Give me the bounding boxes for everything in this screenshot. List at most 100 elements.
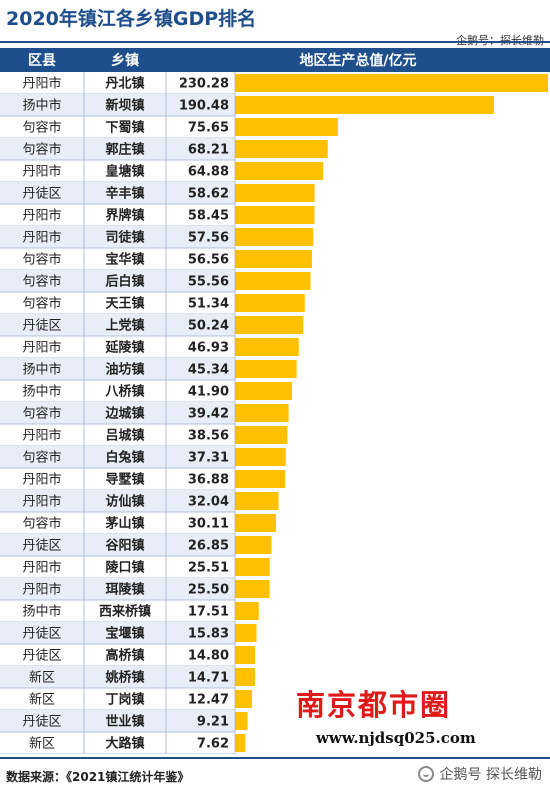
brand-credit-text: 企鹅号 探长维勒 [439,767,542,783]
gdp-value-label: 190.48 [179,99,229,114]
gdp-value-label: 14.71 [188,671,229,686]
row-stripe [0,622,235,644]
table-header-bg [0,48,550,72]
gdp-value-label: 7.62 [197,737,229,752]
town-cell: 郭庄镇 [105,142,144,158]
town-cell: 陵口镇 [105,560,144,576]
gdp-bar [235,470,286,488]
town-cell: 界牌镇 [105,208,144,224]
row-stripe [0,270,235,292]
town-cell: 茅山镇 [105,516,144,532]
county-cell: 丹阳市 [22,208,61,224]
town-cell: 司徒镇 [105,230,144,246]
gdp-bar [235,250,312,268]
town-cell: 延陵镇 [104,340,144,356]
gdp-bar [235,712,248,730]
gdp-value-label: 15.83 [188,627,229,642]
penguin-icon [417,766,434,782]
row-stripe [0,138,235,160]
county-cell: 句容市 [22,516,61,532]
county-cell: 扬中市 [22,604,61,620]
row-stripe [0,358,235,380]
town-cell: 世业镇 [105,714,144,730]
row-stripe [0,710,235,732]
gdp-bar [235,162,324,180]
town-cell: 宝堰镇 [105,626,144,642]
row-stripe [0,666,235,688]
gdp-bar [235,602,259,620]
gdp-bar [235,646,256,664]
column-header: 区县 [28,53,56,69]
watermark-logo: 南京都市圈 [296,688,452,722]
county-cell: 句容市 [22,142,61,158]
town-cell: 天王镇 [105,296,144,312]
town-cell: 丁岗镇 [105,692,144,708]
gdp-bar [235,272,311,290]
row-stripe [0,490,235,512]
gdp-value-label: 9.21 [197,715,229,730]
gdp-bar [235,338,299,356]
gdp-bar [235,448,286,466]
footer-divider [0,757,550,759]
gdp-bar [235,382,292,400]
gdp-value-label: 58.45 [188,209,229,224]
county-cell: 扬中市 [22,384,61,400]
row-stripe [0,94,235,116]
watermark-url: www.njdsq025.com [316,729,476,747]
town-cell: 导墅镇 [105,472,144,488]
gdp-value-label: 41.90 [188,385,229,400]
row-stripe [0,446,235,468]
gdp-value-label: 25.51 [188,561,229,576]
gdp-value-label: 51.34 [188,297,229,312]
county-cell: 丹徒区 [22,649,61,664]
county-cell: 丹徒区 [22,715,61,730]
gdp-value-label: 36.88 [188,473,229,488]
column-header: 地区生产总值/亿元 [299,52,416,69]
gdp-bar [235,140,328,158]
county-cell: 新区 [29,736,55,752]
gdp-value-label: 25.50 [188,583,229,598]
county-cell: 丹徒区 [22,187,61,202]
county-cell: 丹阳市 [22,582,61,598]
county-cell: 丹阳市 [22,164,61,180]
gdp-bar [235,690,252,708]
county-cell: 扬中市 [22,362,61,378]
gdp-value-label: 230.28 [179,77,229,92]
gdp-value-label: 46.93 [188,341,229,356]
town-cell: 辛丰镇 [105,186,144,202]
gdp-bar [235,96,494,114]
page-title: 2020年镇江各乡镇GDP排名 [6,8,257,30]
town-cell: 后白镇 [105,274,144,290]
gdp-bar [235,536,272,554]
town-cell: 宝华镇 [105,252,144,268]
county-cell: 丹阳市 [22,340,61,356]
data-source: 数据来源：《2021镇江统计年鉴》 [6,770,190,784]
gdp-bar [235,514,276,532]
gdp-bar [235,74,548,92]
gdp-bar [235,580,270,598]
county-cell: 丹徒区 [22,539,61,554]
town-cell: 下蜀镇 [105,120,144,136]
column-header: 乡镇 [111,52,139,69]
county-cell: 句容市 [22,252,61,268]
gdp-value-label: 32.04 [188,495,229,510]
row-stripe [0,534,235,556]
town-cell: 珥陵镇 [105,582,144,598]
county-cell: 新区 [29,670,55,686]
gdp-bar [235,360,297,378]
gdp-bar [235,426,288,444]
county-cell: 新区 [29,692,55,708]
gdp-value-label: 58.62 [188,187,229,202]
town-cell: 访仙镇 [105,494,144,510]
gdp-value-label: 12.47 [188,693,229,708]
county-cell: 丹阳市 [22,76,61,92]
town-cell: 姚桥镇 [104,670,144,686]
gdp-bar [235,206,315,224]
gdp-bar [235,492,279,510]
gdp-value-label: 64.88 [188,165,229,180]
gdp-value-label: 30.11 [188,517,229,532]
title-divider [0,41,550,43]
county-cell: 丹阳市 [22,428,61,444]
row-stripe [0,226,235,248]
gdp-bar [235,558,270,576]
